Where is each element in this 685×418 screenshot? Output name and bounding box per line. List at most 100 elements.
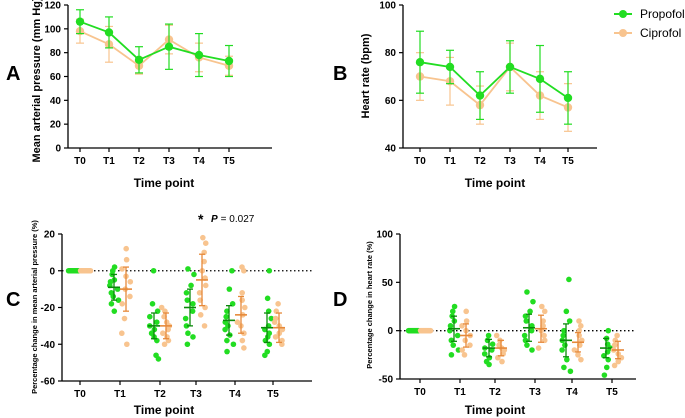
x-tick-label: T2	[489, 387, 501, 398]
data-point	[197, 312, 204, 318]
data-point	[601, 372, 608, 378]
significance-star: *	[198, 211, 204, 227]
data-point	[202, 282, 209, 289]
data-point	[158, 304, 165, 311]
data-point	[155, 356, 162, 362]
y-tick-label: -50	[379, 375, 394, 386]
x-axis-title-b: Time point	[465, 176, 525, 190]
data-point	[241, 345, 247, 351]
data-point	[272, 334, 279, 340]
data-point	[560, 332, 566, 339]
data-point	[563, 93, 573, 103]
data-point	[194, 50, 204, 60]
data-point	[241, 304, 248, 311]
x-tick-label: T5	[562, 156, 574, 167]
data-point	[224, 308, 230, 314]
data-point	[127, 293, 133, 300]
data-point	[605, 327, 612, 334]
data-point	[615, 358, 622, 365]
x-tick-label: T1	[103, 156, 115, 167]
y-axis-title-b: Heart rate (bpm)	[360, 33, 372, 118]
data-point	[184, 297, 191, 303]
x-tick-label: T4	[229, 389, 241, 400]
y-tick-label: -40	[41, 340, 56, 351]
data-point	[523, 318, 530, 324]
data-point	[454, 332, 461, 339]
data-point	[561, 364, 567, 371]
data-point	[463, 318, 470, 324]
y-tick-label: 40	[50, 96, 62, 107]
legend: Propofol Ciprofol	[614, 7, 685, 40]
data-point	[415, 58, 425, 67]
p-value-text: P = 0.027	[211, 214, 255, 225]
p-value: = 0.027	[221, 214, 255, 225]
data-point	[499, 358, 505, 365]
legend-label-ciprofol: Ciprofol	[640, 26, 681, 40]
data-point	[451, 303, 458, 310]
data-point	[119, 330, 125, 337]
data-point	[566, 276, 572, 283]
data-point	[115, 297, 122, 303]
data-point	[153, 319, 160, 326]
data-point	[200, 234, 206, 241]
y-tick-label: 0	[387, 326, 393, 337]
data-point	[539, 303, 545, 310]
data-point	[527, 308, 533, 315]
series-propofol	[415, 30, 573, 125]
data-point	[521, 332, 528, 339]
series-line	[419, 61, 569, 99]
data-point	[119, 301, 125, 307]
data-point	[111, 308, 118, 314]
data-point	[611, 362, 618, 369]
data-point	[461, 352, 468, 358]
data-point	[540, 323, 546, 329]
data-point	[481, 351, 488, 357]
data-point	[226, 286, 233, 292]
y-tick-label: 20	[44, 230, 56, 241]
data-point	[201, 258, 207, 265]
data-point	[614, 332, 620, 339]
data-point	[183, 323, 190, 329]
data-point	[535, 345, 542, 351]
x-tick-label: T4	[534, 156, 546, 167]
series-ciprofol	[417, 303, 625, 369]
y-tick-label: 60	[385, 96, 397, 107]
data-point	[427, 327, 434, 334]
data-point	[612, 337, 619, 344]
y-tick-label: 80	[385, 48, 397, 59]
data-point	[266, 267, 273, 274]
data-point	[528, 327, 535, 334]
x-axis-title-d: Time point	[465, 403, 525, 417]
y-axis-title-d: Percentage change in heart rate (%)	[365, 241, 374, 369]
data-point	[188, 282, 194, 289]
data-point	[184, 341, 191, 348]
data-point	[183, 290, 190, 296]
data-point	[524, 289, 530, 295]
data-point	[75, 17, 85, 26]
y-tick-label: 40	[385, 144, 397, 155]
data-point	[459, 347, 465, 353]
plot-area: 0 20 40 60 80 100 120 T0 T1 T2 T3 T4 T5 40 60 80 100 T0 T1…	[41, 1, 636, 400]
data-point	[185, 266, 191, 272]
x-tick-label: T5	[606, 387, 618, 398]
legend-marker-ciprofol	[619, 29, 627, 37]
x-tick-label: T1	[454, 387, 466, 398]
series-propofol	[75, 9, 234, 78]
significance-annotation: * P = 0.027	[198, 211, 255, 227]
data-point	[230, 341, 237, 348]
data-point	[224, 337, 230, 344]
data-point	[567, 368, 574, 375]
x-tick-label: T3	[504, 156, 516, 167]
data-point	[268, 315, 275, 322]
data-point	[275, 301, 281, 307]
data-point	[529, 347, 535, 353]
chart-panel-c: -60 -40 -20 0 20 T0 T1 T2 T3 T4 T5	[41, 230, 312, 400]
data-point	[127, 278, 134, 285]
data-point	[196, 290, 203, 296]
data-point	[149, 301, 156, 307]
data-point	[475, 91, 485, 100]
data-point	[489, 341, 496, 348]
y-tick-label: 100	[376, 230, 393, 241]
data-point	[190, 301, 196, 307]
x-tick-label: T1	[444, 156, 456, 167]
